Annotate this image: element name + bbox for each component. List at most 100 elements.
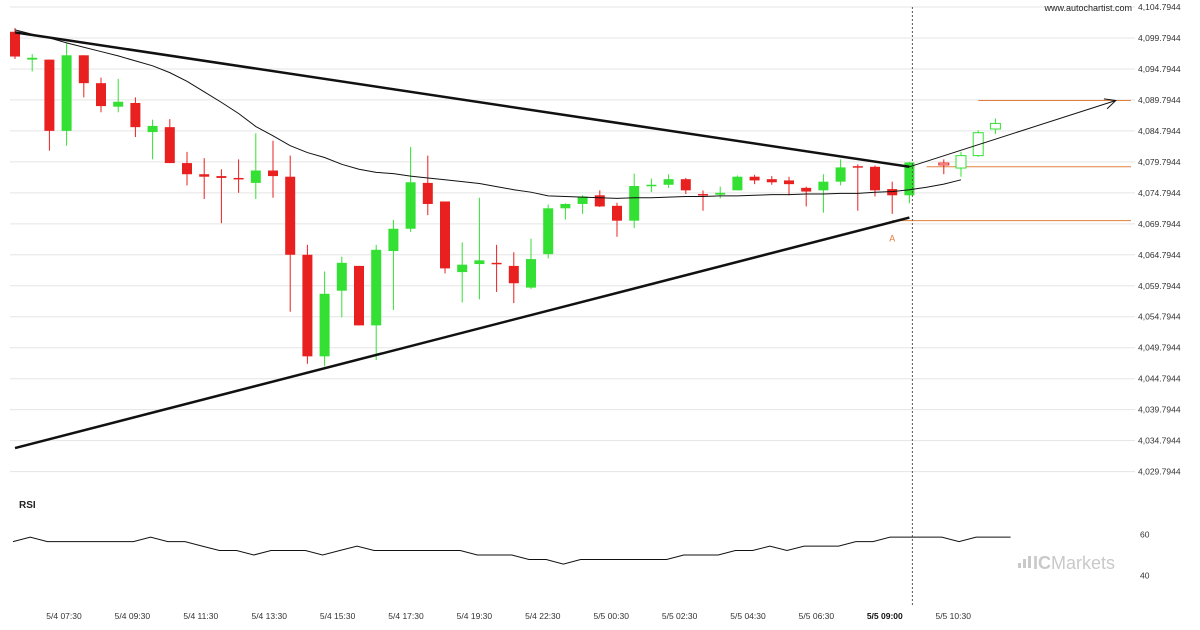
x-tick-label: 5/5 04:30 <box>730 611 766 621</box>
pattern-lines: A <box>14 31 1117 450</box>
candle <box>233 159 244 193</box>
candle <box>388 220 399 310</box>
candle <box>887 181 898 214</box>
candle-body <box>440 201 450 269</box>
brand-bars-icon <box>1018 556 1031 568</box>
candle <box>44 59 55 151</box>
brand-logo: ICMarkets <box>1018 553 1115 573</box>
rsi-panel: 60 40 <box>12 529 1150 581</box>
candle <box>612 202 622 237</box>
candle-body <box>182 163 192 175</box>
y-axis-labels: 4,104.7944 4,099.7944 4,094.7944 4,089.7944… <box>1138 2 1181 477</box>
candle <box>440 201 450 274</box>
candle-body <box>147 125 158 133</box>
candle <box>835 159 846 186</box>
candle <box>457 242 468 303</box>
candle-body <box>216 176 227 178</box>
x-tick-label: 5/4 22:30 <box>525 611 561 621</box>
candle-body <box>164 127 175 164</box>
candle <box>560 203 571 220</box>
candle-body <box>526 259 536 288</box>
candle <box>698 190 708 211</box>
breakout-arrow-head <box>1103 98 1117 110</box>
candle-body <box>594 195 605 207</box>
candle <box>577 195 588 214</box>
candle-body <box>422 182 433 204</box>
y-tick-label: 4,104.7944 <box>1138 2 1181 12</box>
candle-body <box>852 166 863 168</box>
candle-body <box>354 265 364 326</box>
candle <box>715 186 726 199</box>
candle-body <box>629 185 640 221</box>
candle-body <box>61 55 72 131</box>
forecast-body <box>989 122 1001 130</box>
forecast-body <box>955 155 967 169</box>
candle-body <box>749 176 760 181</box>
rsi-line <box>12 536 1011 565</box>
candles <box>10 28 915 367</box>
x-tick-label: 5/4 11:30 <box>183 611 218 621</box>
x-tick-label: 5/4 07:30 <box>46 611 82 621</box>
candle-body <box>233 177 244 180</box>
candle-body <box>508 265 519 284</box>
candle-body <box>388 228 399 252</box>
x-tick-label: 5/5 06:30 <box>799 611 835 621</box>
forecast-candle <box>938 159 950 175</box>
forecast-candle <box>955 151 967 177</box>
candle <box>182 151 192 186</box>
forecast-body <box>938 162 950 166</box>
brand-prefix: IC <box>1033 553 1051 573</box>
candle-body <box>96 83 106 107</box>
candle <box>78 55 89 98</box>
candle-body <box>887 189 898 196</box>
x-tick-label: 5/4 15:30 <box>320 611 356 621</box>
forecast-candle <box>989 118 1001 134</box>
rsi-tick-label: 40 <box>1140 571 1150 581</box>
candle-body <box>904 162 915 196</box>
candle <box>646 178 657 193</box>
candle <box>250 133 261 200</box>
candle-body <box>577 196 588 204</box>
candle-body <box>302 254 313 357</box>
candle-body <box>44 59 55 131</box>
candle <box>285 155 296 312</box>
y-tick-label: 4,059.7944 <box>1138 281 1181 291</box>
brand-suffix: Markets <box>1051 553 1115 573</box>
y-tick-label: 4,029.7944 <box>1138 467 1181 477</box>
pattern-lower-line <box>14 216 910 450</box>
candle <box>371 244 382 361</box>
candle <box>818 174 829 213</box>
rsi-tick-label: 60 <box>1140 529 1150 539</box>
y-tick-label: 4,064.7944 <box>1138 250 1181 260</box>
candle <box>268 140 278 198</box>
candle <box>766 176 777 185</box>
y-tick-label: 4,089.7944 <box>1138 95 1181 105</box>
candle-body <box>474 260 485 265</box>
candle-body <box>732 176 743 191</box>
y-tick-label: 4,049.7944 <box>1138 343 1181 353</box>
candle-body <box>612 205 622 221</box>
candle <box>96 77 106 113</box>
y-tick-label: 4,044.7944 <box>1138 374 1181 384</box>
watermark: www.autochartist.com <box>1043 3 1132 13</box>
candle-body <box>268 170 278 177</box>
candle <box>594 190 605 208</box>
candle-body <box>543 208 554 255</box>
candle <box>199 158 210 200</box>
moving-average <box>14 29 962 199</box>
candle <box>801 186 812 207</box>
point-label-a: A <box>889 234 895 244</box>
candle-body <box>663 179 674 185</box>
rsi-label: RSI <box>19 500 36 511</box>
y-tick-label: 4,094.7944 <box>1138 64 1181 74</box>
candle <box>319 271 330 367</box>
candle <box>749 174 760 185</box>
y-tick-label: 4,039.7944 <box>1138 405 1181 415</box>
x-tick-label: 5/5 00:30 <box>593 611 629 621</box>
candle-body <box>113 101 124 107</box>
candle-body <box>336 262 347 291</box>
candle <box>784 176 794 196</box>
candle <box>216 169 227 224</box>
candle-body <box>199 174 210 177</box>
candle-body <box>715 192 726 195</box>
